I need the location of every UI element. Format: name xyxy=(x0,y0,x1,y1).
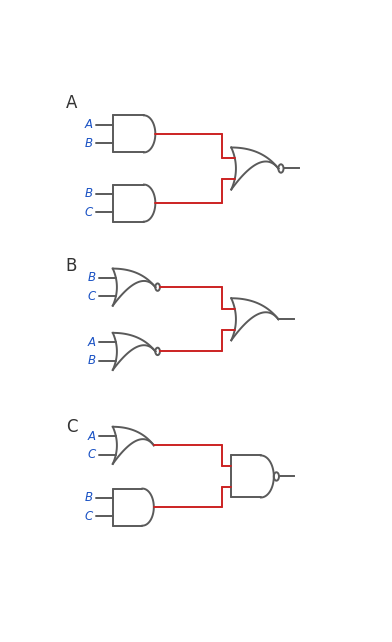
Text: B: B xyxy=(84,187,93,200)
Text: C: C xyxy=(84,510,93,523)
Text: B: B xyxy=(84,491,93,505)
Text: C: C xyxy=(87,290,96,303)
Text: C: C xyxy=(87,448,96,461)
Text: A: A xyxy=(87,429,96,442)
Text: A: A xyxy=(84,118,93,131)
Text: C: C xyxy=(66,418,77,436)
Text: A: A xyxy=(66,94,77,112)
Text: B: B xyxy=(87,354,96,367)
Text: B: B xyxy=(84,137,93,150)
Text: A: A xyxy=(87,336,96,349)
Text: B: B xyxy=(66,257,77,275)
Text: C: C xyxy=(84,206,93,219)
Text: B: B xyxy=(87,272,96,284)
